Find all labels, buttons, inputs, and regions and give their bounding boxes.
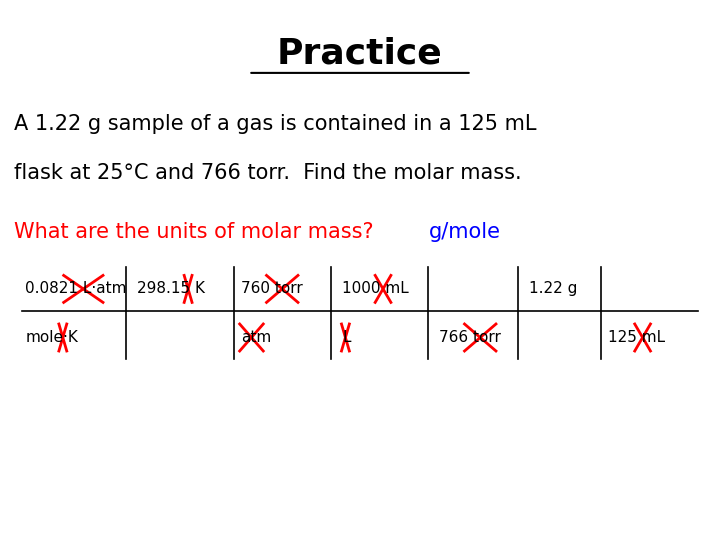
Text: 766 torr: 766 torr (439, 330, 501, 345)
Text: 760 torr: 760 torr (241, 281, 303, 296)
Text: g/mole: g/mole (428, 222, 500, 242)
Text: A 1.22 g sample of a gas is contained in a 125 mL: A 1.22 g sample of a gas is contained in… (14, 114, 537, 134)
Text: mole·K: mole·K (25, 330, 78, 345)
Text: L: L (342, 330, 351, 345)
Text: 125 mL: 125 mL (608, 330, 665, 345)
Text: atm: atm (241, 330, 271, 345)
Text: What are the units of molar mass?: What are the units of molar mass? (14, 222, 381, 242)
Text: 1.22 g: 1.22 g (529, 281, 577, 296)
Text: flask at 25°C and 766 torr.  Find the molar mass.: flask at 25°C and 766 torr. Find the mol… (14, 163, 522, 183)
Text: 1000 mL: 1000 mL (342, 281, 409, 296)
Text: 298.15 K: 298.15 K (137, 281, 204, 296)
Text: Practice: Practice (277, 37, 443, 71)
Text: 0.0821 L·atm: 0.0821 L·atm (25, 281, 127, 296)
